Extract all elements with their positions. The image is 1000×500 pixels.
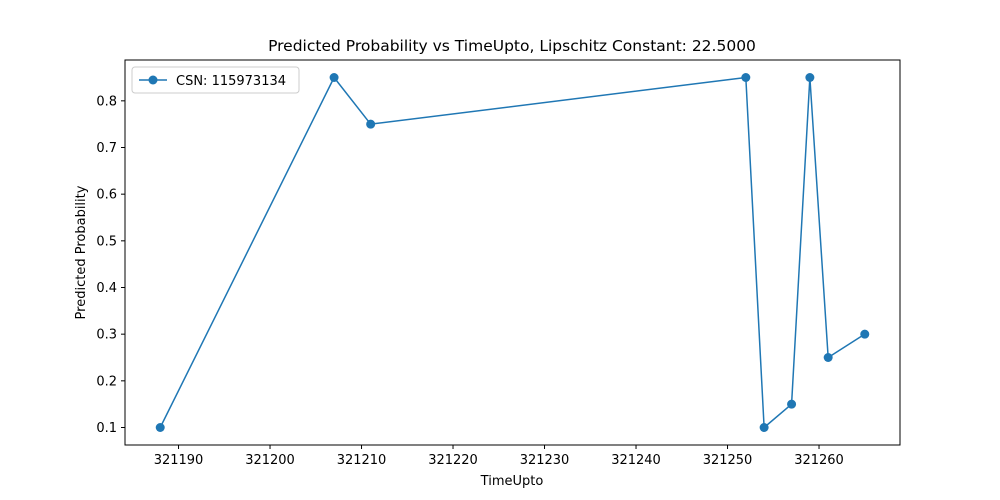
- y-tick-label: 0.5: [96, 234, 117, 249]
- data-point: [741, 73, 751, 82]
- data-point: [759, 423, 769, 432]
- plot-frame: [124, 59, 901, 446]
- legend-label: CSN: 115973134: [176, 74, 286, 89]
- x-tick-label: 321240: [611, 453, 661, 468]
- data-point: [805, 73, 815, 82]
- x-tick-label: 321210: [337, 453, 387, 468]
- x-axis-label: TimeUpto: [480, 474, 544, 489]
- y-tick-label: 0.7: [96, 141, 117, 156]
- series-group: [155, 73, 870, 432]
- y-axis-label: Predicted Probability: [74, 185, 89, 319]
- data-point: [366, 119, 376, 129]
- x-axis: 321190 321200 321210 321220 321230 321240 3212…: [154, 445, 844, 468]
- legend-dot-marker: [148, 75, 158, 85]
- data-point: [823, 353, 833, 362]
- data-point: [860, 329, 870, 339]
- legend-box: [131, 66, 300, 94]
- y-tick-label: 0.4: [96, 281, 117, 296]
- x-tick-label: 321230: [520, 453, 570, 468]
- x-tick-label: 321200: [245, 453, 295, 468]
- x-tick-label: 321260: [794, 453, 844, 468]
- data-point: [329, 73, 339, 82]
- chart-title: Predicted Probability vs TimeUpto, Lipsc…: [268, 37, 756, 55]
- y-tick-label: 0.8: [96, 94, 117, 109]
- y-tick-label: 0.6: [96, 188, 117, 203]
- x-tick-label: 321220: [428, 453, 478, 468]
- data-point: [787, 399, 797, 409]
- series-line: [159, 76, 866, 429]
- y-tick-label: 0.1: [96, 421, 117, 436]
- y-tick-label: 0.3: [96, 328, 117, 343]
- data-point: [155, 423, 165, 432]
- y-axis: 0.1 0.2 0.3 0.4 0.5 0.6 0.7 0.8: [96, 94, 125, 436]
- y-tick-label: 0.2: [96, 374, 117, 389]
- plot-area: [124, 59, 901, 446]
- x-tick-label: 321190: [154, 453, 204, 468]
- x-tick-label: 321250: [703, 453, 753, 468]
- legend: CSN: 115973134: [131, 66, 300, 94]
